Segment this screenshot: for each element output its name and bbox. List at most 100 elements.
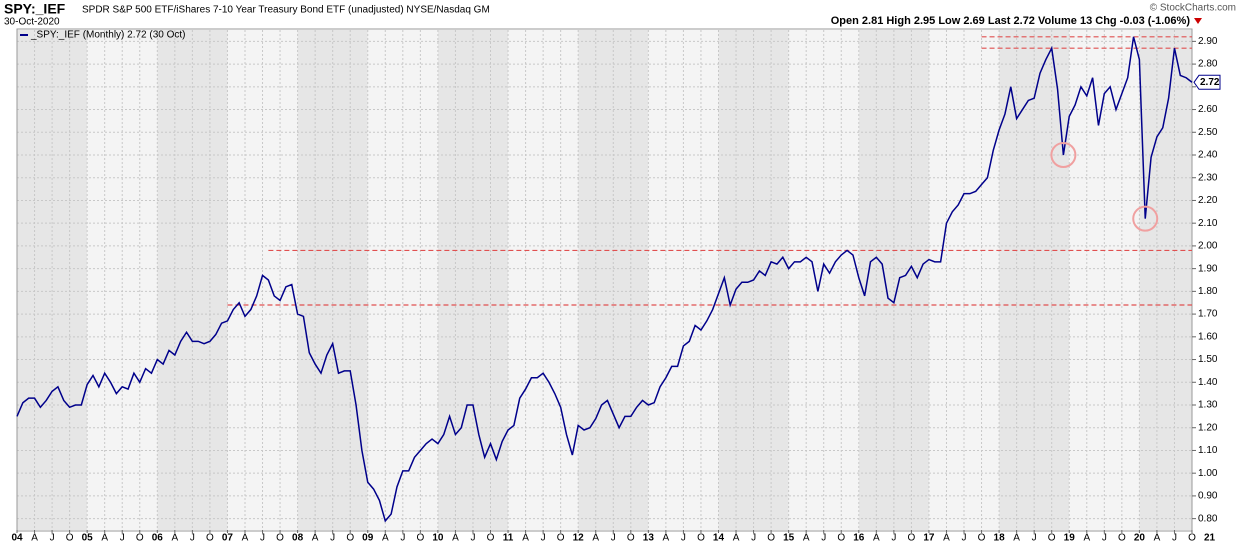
quote: Open 2.81 High 2.95 Low 2.69 Last 2.72 V… (831, 15, 1191, 27)
y-tick-label: 1.50 (1198, 354, 1218, 365)
x-tick-label: J (400, 533, 405, 544)
x-tick-label: A (31, 533, 38, 544)
x-tick-label: 12 (573, 533, 585, 544)
x-tick-label: 19 (1064, 533, 1076, 544)
x-tick-label: O (557, 533, 565, 544)
x-tick-label: O (908, 533, 916, 544)
x-tick-label: J (611, 533, 616, 544)
chart-date: 30-Oct-2020 (4, 17, 60, 28)
y-tick-label: 2.60 (1198, 104, 1218, 115)
down-arrow (1194, 18, 1202, 24)
price-line (16, 36, 1193, 523)
x-tick-label: A (733, 533, 740, 544)
x-tick-label: A (943, 533, 950, 544)
x-tick-label: A (522, 533, 529, 544)
y-tick-label: 1.80 (1198, 286, 1218, 297)
y-tick-label: 1.20 (1198, 422, 1218, 433)
y-tick-label: 2.00 (1198, 241, 1218, 252)
x-tick-label: 15 (783, 533, 795, 544)
chart-subtitle: SPDR S&P 500 ETF/iShares 7-10 Year Treas… (82, 5, 490, 16)
x-tick-label: O (416, 533, 424, 544)
x-tick-label: J (821, 533, 826, 544)
x-tick-label: 10 (432, 533, 444, 544)
y-tick-label: 0.80 (1198, 513, 1218, 524)
x-tick-label: O (627, 533, 635, 544)
x-tick-label: J (1102, 533, 1107, 544)
y-tick-label: 1.00 (1198, 468, 1218, 479)
x-tick-label: O (1188, 533, 1196, 544)
x-tick-label: A (242, 533, 249, 544)
y-tick-label: 1.70 (1198, 309, 1218, 320)
x-tick-label: 13 (643, 533, 655, 544)
x-tick-label: O (66, 533, 74, 544)
x-tick-label: O (978, 533, 986, 544)
x-tick-label: 07 (222, 533, 234, 544)
x-tick-label: A (1154, 533, 1161, 544)
x-tick-label: A (452, 533, 459, 544)
plot-frame (16, 28, 1193, 532)
x-tick-label: J (470, 533, 475, 544)
x-tick-label: A (873, 533, 880, 544)
y-tick-label: 2.80 (1198, 59, 1218, 70)
y-tick-label: 1.10 (1198, 445, 1218, 456)
x-tick-label: A (1013, 533, 1020, 544)
x-tick-label: J (190, 533, 195, 544)
x-tick-label: A (382, 533, 389, 544)
chart-title: SPY:_IEF (4, 1, 66, 17)
y-tick-label: 2.10 (1198, 218, 1218, 229)
legend-label: _SPY:_IEF (Monthly) 2.72 (30 Oct) (30, 30, 186, 41)
y-tick-label: 1.60 (1198, 331, 1218, 342)
x-tick-label: 18 (994, 533, 1006, 544)
x-tick-label: 04 (11, 533, 23, 544)
x-tick-label: O (1048, 533, 1056, 544)
x-tick-label: A (312, 533, 319, 544)
x-tick-label: A (803, 533, 810, 544)
y-tick-label: 0.90 (1198, 491, 1218, 502)
x-tick-label: J (50, 533, 55, 544)
x-tick-label: J (260, 533, 265, 544)
x-tick-label: J (751, 533, 756, 544)
x-tick-label: J (541, 533, 546, 544)
x-tick-label: A (1083, 533, 1090, 544)
y-tick-label: 2.40 (1198, 150, 1218, 161)
x-tick-label: O (346, 533, 354, 544)
x-tick-label: O (1118, 533, 1126, 544)
x-tick-label: 09 (362, 533, 374, 544)
x-tick-label: J (1032, 533, 1037, 544)
x-tick-label: O (276, 533, 284, 544)
x-tick-label: J (330, 533, 335, 544)
source: © StockCharts.com (1150, 3, 1236, 14)
y-tick-label: 2.50 (1198, 127, 1218, 138)
y-tick-label: 1.40 (1198, 377, 1218, 388)
y-tick-label: 1.30 (1198, 400, 1218, 411)
x-tick-label: A (592, 533, 599, 544)
x-tick-label: O (837, 533, 845, 544)
y-tick-label: 1.90 (1198, 263, 1218, 274)
y-tick-label: 2.30 (1198, 172, 1218, 183)
x-tick-label: A (171, 533, 178, 544)
x-tick-label: 06 (152, 533, 164, 544)
y-tick-label: 2.90 (1198, 36, 1218, 47)
x-tick-label: J (962, 533, 967, 544)
last-value-label: 2.72 (1200, 77, 1220, 88)
x-tick-label: O (767, 533, 775, 544)
highlight-circle (1050, 142, 1077, 168)
x-tick-label: A (663, 533, 670, 544)
y-tick-label: 2.20 (1198, 195, 1218, 206)
x-tick-label: J (1172, 533, 1177, 544)
x-tick-label: 14 (713, 533, 725, 544)
x-tick-label: 08 (292, 533, 304, 544)
x-tick-label: O (206, 533, 214, 544)
x-tick-label: 21 (1204, 533, 1216, 544)
x-tick-label: J (891, 533, 896, 544)
highlight-circle (1132, 205, 1159, 232)
last-value-tag (1193, 74, 1221, 90)
x-tick-label: A (101, 533, 108, 544)
x-tick-label: 05 (82, 533, 94, 544)
x-tick-label: O (136, 533, 144, 544)
x-tick-label: 17 (923, 533, 935, 544)
x-tick-label: 16 (853, 533, 865, 544)
x-tick-label: 20 (1134, 533, 1146, 544)
year-band (1139, 30, 1192, 530)
